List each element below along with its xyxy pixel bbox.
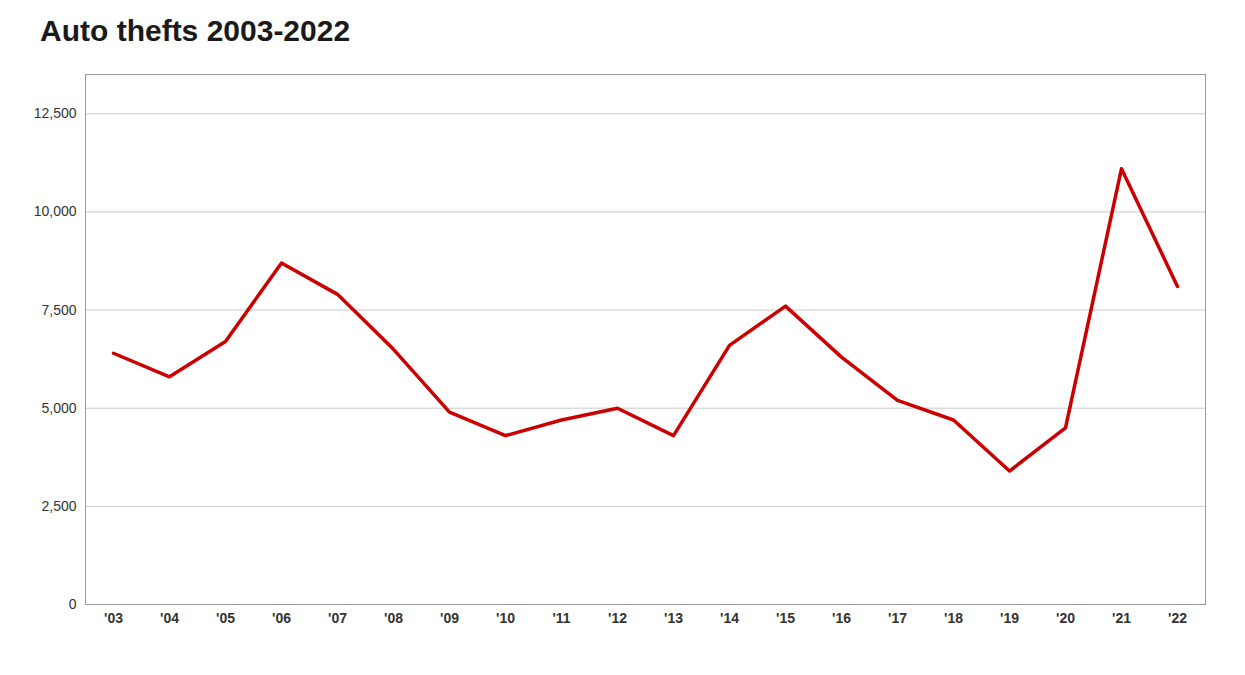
svg-text:12,500: 12,500 bbox=[34, 105, 77, 121]
svg-text:'21: '21 bbox=[1112, 610, 1131, 626]
svg-text:'20: '20 bbox=[1056, 610, 1075, 626]
svg-text:'16: '16 bbox=[832, 610, 851, 626]
svg-text:'05: '05 bbox=[216, 610, 235, 626]
svg-text:'13: '13 bbox=[664, 610, 683, 626]
svg-text:'10: '10 bbox=[496, 610, 515, 626]
svg-text:'11: '11 bbox=[552, 610, 570, 626]
svg-text:'07: '07 bbox=[328, 610, 347, 626]
svg-text:'19: '19 bbox=[1000, 610, 1019, 626]
svg-text:'18: '18 bbox=[944, 610, 963, 626]
svg-text:'14: '14 bbox=[720, 610, 739, 626]
svg-text:'09: '09 bbox=[440, 610, 459, 626]
svg-text:'17: '17 bbox=[888, 610, 907, 626]
svg-text:'15: '15 bbox=[776, 610, 795, 626]
svg-text:'04: '04 bbox=[160, 610, 179, 626]
svg-text:7,500: 7,500 bbox=[41, 302, 76, 318]
svg-text:'22: '22 bbox=[1168, 610, 1187, 626]
svg-text:2,500: 2,500 bbox=[41, 498, 76, 514]
svg-text:10,000: 10,000 bbox=[34, 203, 77, 219]
svg-text:'03: '03 bbox=[104, 610, 123, 626]
svg-text:'06: '06 bbox=[272, 610, 291, 626]
html-text:Auto thefts 2003-2022: Auto thefts 2003-2022 bbox=[40, 14, 351, 47]
svg-text:'08: '08 bbox=[384, 610, 403, 626]
svg-text:'12: '12 bbox=[608, 610, 627, 626]
svg-text:0: 0 bbox=[69, 596, 77, 612]
svg-text:5,000: 5,000 bbox=[41, 400, 76, 416]
